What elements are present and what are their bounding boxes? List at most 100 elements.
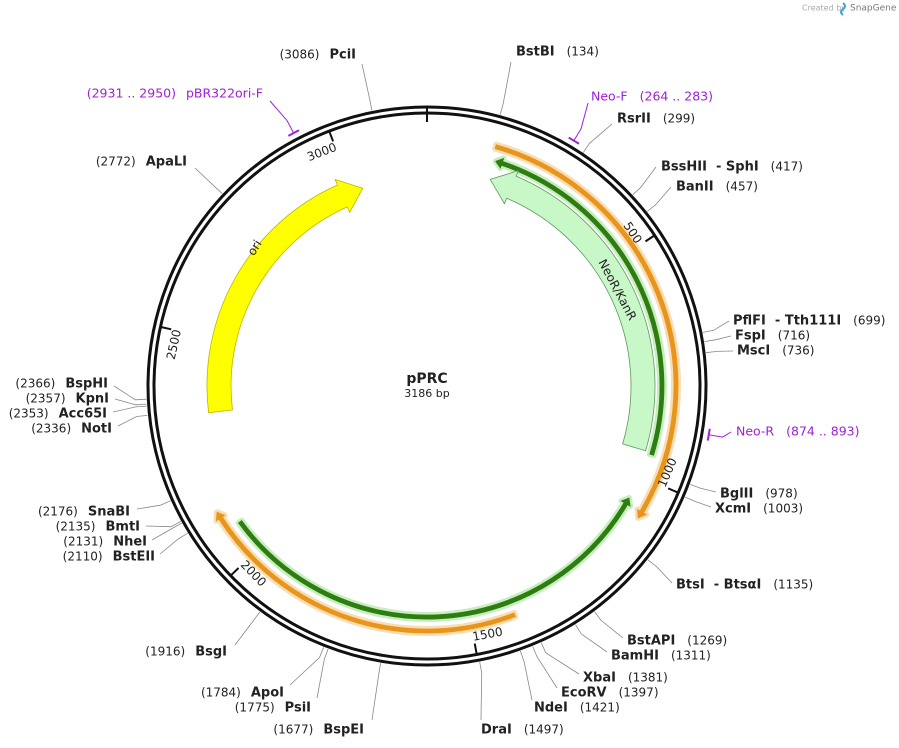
site-name: BglII [720,487,753,502]
leader-line [151,522,182,541]
ruler-tick [473,643,478,654]
orf-arc [495,157,665,456]
site-name: BstAPI [627,634,675,649]
ruler-label: 1000 [655,456,680,490]
ruler-tick [161,326,172,331]
ruler-tick [644,235,655,243]
leader-line [702,320,730,333]
orf-arc [494,144,679,519]
credit-prefix: Created by [802,4,846,13]
ruler-tick [230,567,240,576]
primer-name: pBR322ori-F [186,86,263,101]
site-name: ApaLI [146,155,187,170]
brand-icon [840,2,846,16]
site-name: BspEI [323,723,364,738]
site-position: (299) [663,112,695,126]
site-name: NdeI [534,701,568,716]
primer-leader [708,431,732,438]
site-name: BstEII [113,550,155,565]
ruler-label: 2000 [238,558,269,590]
leader-line [234,611,261,646]
primer-mark [706,428,711,441]
site-name: BssHII - SphI [661,160,759,175]
leader-line [112,405,147,413]
plasmid-name: pPRC [406,371,447,387]
site-position: (457) [726,180,758,194]
site-name: MscI [737,344,770,359]
leader-line [582,123,613,153]
site-name: BstBI [516,45,555,60]
site-name: PflFI - Tth111I [733,314,841,329]
site-name: BsgI [195,645,227,660]
leader-line [575,624,608,653]
primer-name: Neo-R [736,424,774,439]
site-name: KpnI [76,392,109,407]
orf-arc [237,497,631,620]
site-position: (716) [778,329,810,343]
primer-range: (264 .. 283) [640,89,713,104]
site-position: (1677) [273,723,313,737]
site-position: (2353) [9,407,49,421]
primer-range: (2931 .. 2950) [87,86,176,101]
site-name: PciI [329,48,356,63]
credit-brand: SnapGene [850,4,897,14]
site-position: (1775) [235,701,275,715]
site-position: (1397) [619,686,659,700]
site-position: (736) [782,344,814,358]
site-position: (2176) [38,505,78,519]
site-name: RsrII [617,112,651,127]
site-name: EcoRV [561,686,607,701]
site-position: (1784) [201,686,241,700]
leader-line [145,521,181,528]
orf-glow [235,495,634,623]
leader-line [499,61,512,115]
site-position: (1421) [580,701,620,715]
primer-range: (874 .. 893) [786,424,859,439]
site-position: (1135) [773,578,813,592]
site-position: (1916) [145,645,185,659]
leader-line [114,398,147,406]
primer-name: Neo-F [591,89,628,104]
orf-arc [215,511,517,634]
leader-line [136,500,171,510]
leader-line [646,186,672,212]
ruler-label: 2500 [164,328,184,361]
site-position: (2357) [26,392,66,406]
site-name: BtsI - BtsαI [676,578,761,593]
site-position: (699) [853,314,885,328]
primer-mark [568,136,580,145]
leader-line [519,650,533,701]
site-name: Acc65I [59,407,107,422]
leader-line [532,646,558,689]
leader-line [316,648,329,699]
site-name: ApoI [251,686,284,701]
site-position: (2366) [15,377,55,391]
site-name: NotI [81,422,112,437]
ruler-label: 3000 [305,140,339,164]
site-name: BanII [676,180,714,195]
primer-leader [269,100,295,134]
site-position: (1381) [628,671,668,685]
site-name: BspHI [65,377,108,392]
site-name: BmtI [105,520,140,535]
site-position: (2135) [56,520,96,534]
leader-line [479,661,483,721]
primer-leader [573,102,589,141]
site-name: PsiI [285,701,311,716]
site-position: (1003) [763,502,803,516]
site-position: (2131) [63,535,103,549]
site-name: DraI [481,723,512,738]
site-position: (1497) [524,723,564,737]
leader-line [194,167,223,194]
site-position: (2336) [31,422,71,436]
leader-line [289,647,324,686]
site-name: FspI [735,329,766,344]
site-position: (978) [765,487,797,501]
site-position: (2110) [63,550,103,564]
leader-line [117,415,148,427]
leader-line [361,63,373,111]
site-name: SnaBI [88,505,130,520]
plasmid-length: 3186 bp [404,387,449,400]
ruler-tick [328,131,335,142]
leader-line [690,484,717,493]
